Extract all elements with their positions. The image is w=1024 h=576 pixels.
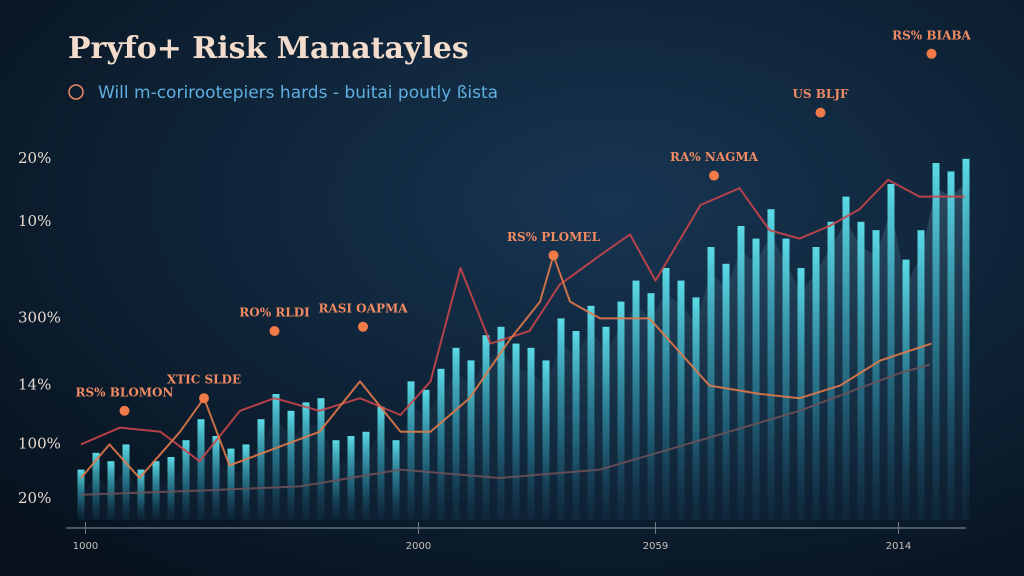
bar bbox=[497, 326, 505, 520]
y-tick-label: 100% bbox=[18, 434, 61, 452]
bar bbox=[662, 268, 670, 520]
annotation-label: RA% NAGMA bbox=[670, 150, 759, 164]
annotation-label: US BLJF bbox=[792, 87, 849, 101]
x-tick-label: 1000 bbox=[73, 541, 98, 552]
bar bbox=[932, 163, 940, 520]
chart-title: Pryfo+ Risk Manatayles bbox=[68, 31, 469, 66]
y-tick-label: 20% bbox=[18, 149, 51, 167]
bar bbox=[872, 230, 880, 520]
x-tick-label: 2014 bbox=[886, 541, 911, 552]
bar bbox=[437, 368, 445, 520]
bar bbox=[392, 440, 400, 520]
annotation-dot bbox=[269, 326, 280, 336]
bar bbox=[692, 297, 700, 520]
bar bbox=[152, 461, 160, 520]
bar bbox=[512, 343, 520, 520]
x-tick-label: 2000 bbox=[406, 541, 431, 552]
bar bbox=[302, 402, 310, 520]
annotation-label: RS% BLOMON bbox=[76, 385, 174, 399]
bar bbox=[827, 221, 835, 521]
bar bbox=[887, 184, 895, 520]
bar bbox=[572, 331, 580, 520]
y-tick-label: 20% bbox=[18, 489, 51, 507]
annotation-dot bbox=[548, 250, 559, 261]
bar bbox=[467, 360, 475, 520]
bar bbox=[257, 419, 265, 520]
bar bbox=[677, 280, 685, 520]
line bbox=[80, 178, 965, 463]
bar bbox=[767, 209, 775, 520]
bar bbox=[107, 461, 115, 520]
bar bbox=[317, 398, 325, 520]
subtitle: Will m-corirootepiers hards - buitai pou… bbox=[98, 83, 498, 103]
annotation-dot bbox=[358, 321, 368, 332]
bar bbox=[422, 389, 430, 520]
subtitle-icon bbox=[68, 84, 84, 100]
bar bbox=[722, 263, 730, 520]
bar bbox=[272, 394, 280, 520]
bar bbox=[482, 335, 490, 520]
bar bbox=[242, 444, 250, 520]
y-tick-label: 300% bbox=[18, 308, 61, 326]
bar bbox=[917, 230, 925, 520]
bar bbox=[587, 305, 595, 520]
bar bbox=[227, 448, 235, 520]
annotation-dot bbox=[199, 393, 209, 404]
bar bbox=[182, 440, 190, 520]
annotation-label: RS% PLOMEL bbox=[507, 230, 601, 244]
bar bbox=[542, 360, 550, 520]
y-tick-label: 10% bbox=[18, 212, 51, 230]
bar bbox=[797, 268, 805, 520]
bar bbox=[452, 347, 460, 520]
bar bbox=[287, 410, 295, 520]
bar bbox=[632, 280, 640, 520]
annotation-dot bbox=[926, 48, 937, 59]
bar bbox=[617, 301, 625, 520]
annotation-dot bbox=[815, 107, 826, 118]
annotation-label: RS% BIABA bbox=[892, 28, 971, 42]
bar bbox=[782, 238, 790, 520]
bar bbox=[602, 326, 610, 520]
bar bbox=[557, 318, 565, 520]
bar bbox=[212, 436, 220, 520]
annotation-label: RO% RLDI bbox=[239, 306, 310, 320]
bar bbox=[407, 381, 415, 520]
annotation-label: RASI OAPMA bbox=[318, 301, 408, 315]
bar bbox=[122, 444, 130, 520]
line bbox=[80, 363, 931, 496]
bar bbox=[707, 247, 715, 520]
bar bbox=[947, 171, 955, 520]
bar bbox=[527, 347, 535, 520]
annotation-dot bbox=[119, 405, 130, 416]
bar bbox=[752, 238, 760, 520]
area bbox=[81, 183, 966, 521]
x-tick-label: 2059 bbox=[643, 541, 668, 552]
bar bbox=[647, 293, 655, 520]
bar bbox=[902, 259, 910, 520]
bar bbox=[197, 419, 205, 520]
y-tick-label: 14% bbox=[18, 376, 51, 394]
bar bbox=[737, 226, 745, 520]
annotation-dot bbox=[709, 170, 719, 181]
bar bbox=[92, 452, 100, 520]
bar bbox=[377, 406, 385, 520]
bar bbox=[962, 158, 970, 521]
annotation-label: XTIC SLDE bbox=[167, 373, 241, 387]
bar bbox=[842, 196, 850, 520]
bar bbox=[137, 469, 145, 520]
bar bbox=[167, 457, 175, 520]
bar bbox=[857, 221, 865, 521]
bar bbox=[812, 247, 820, 520]
